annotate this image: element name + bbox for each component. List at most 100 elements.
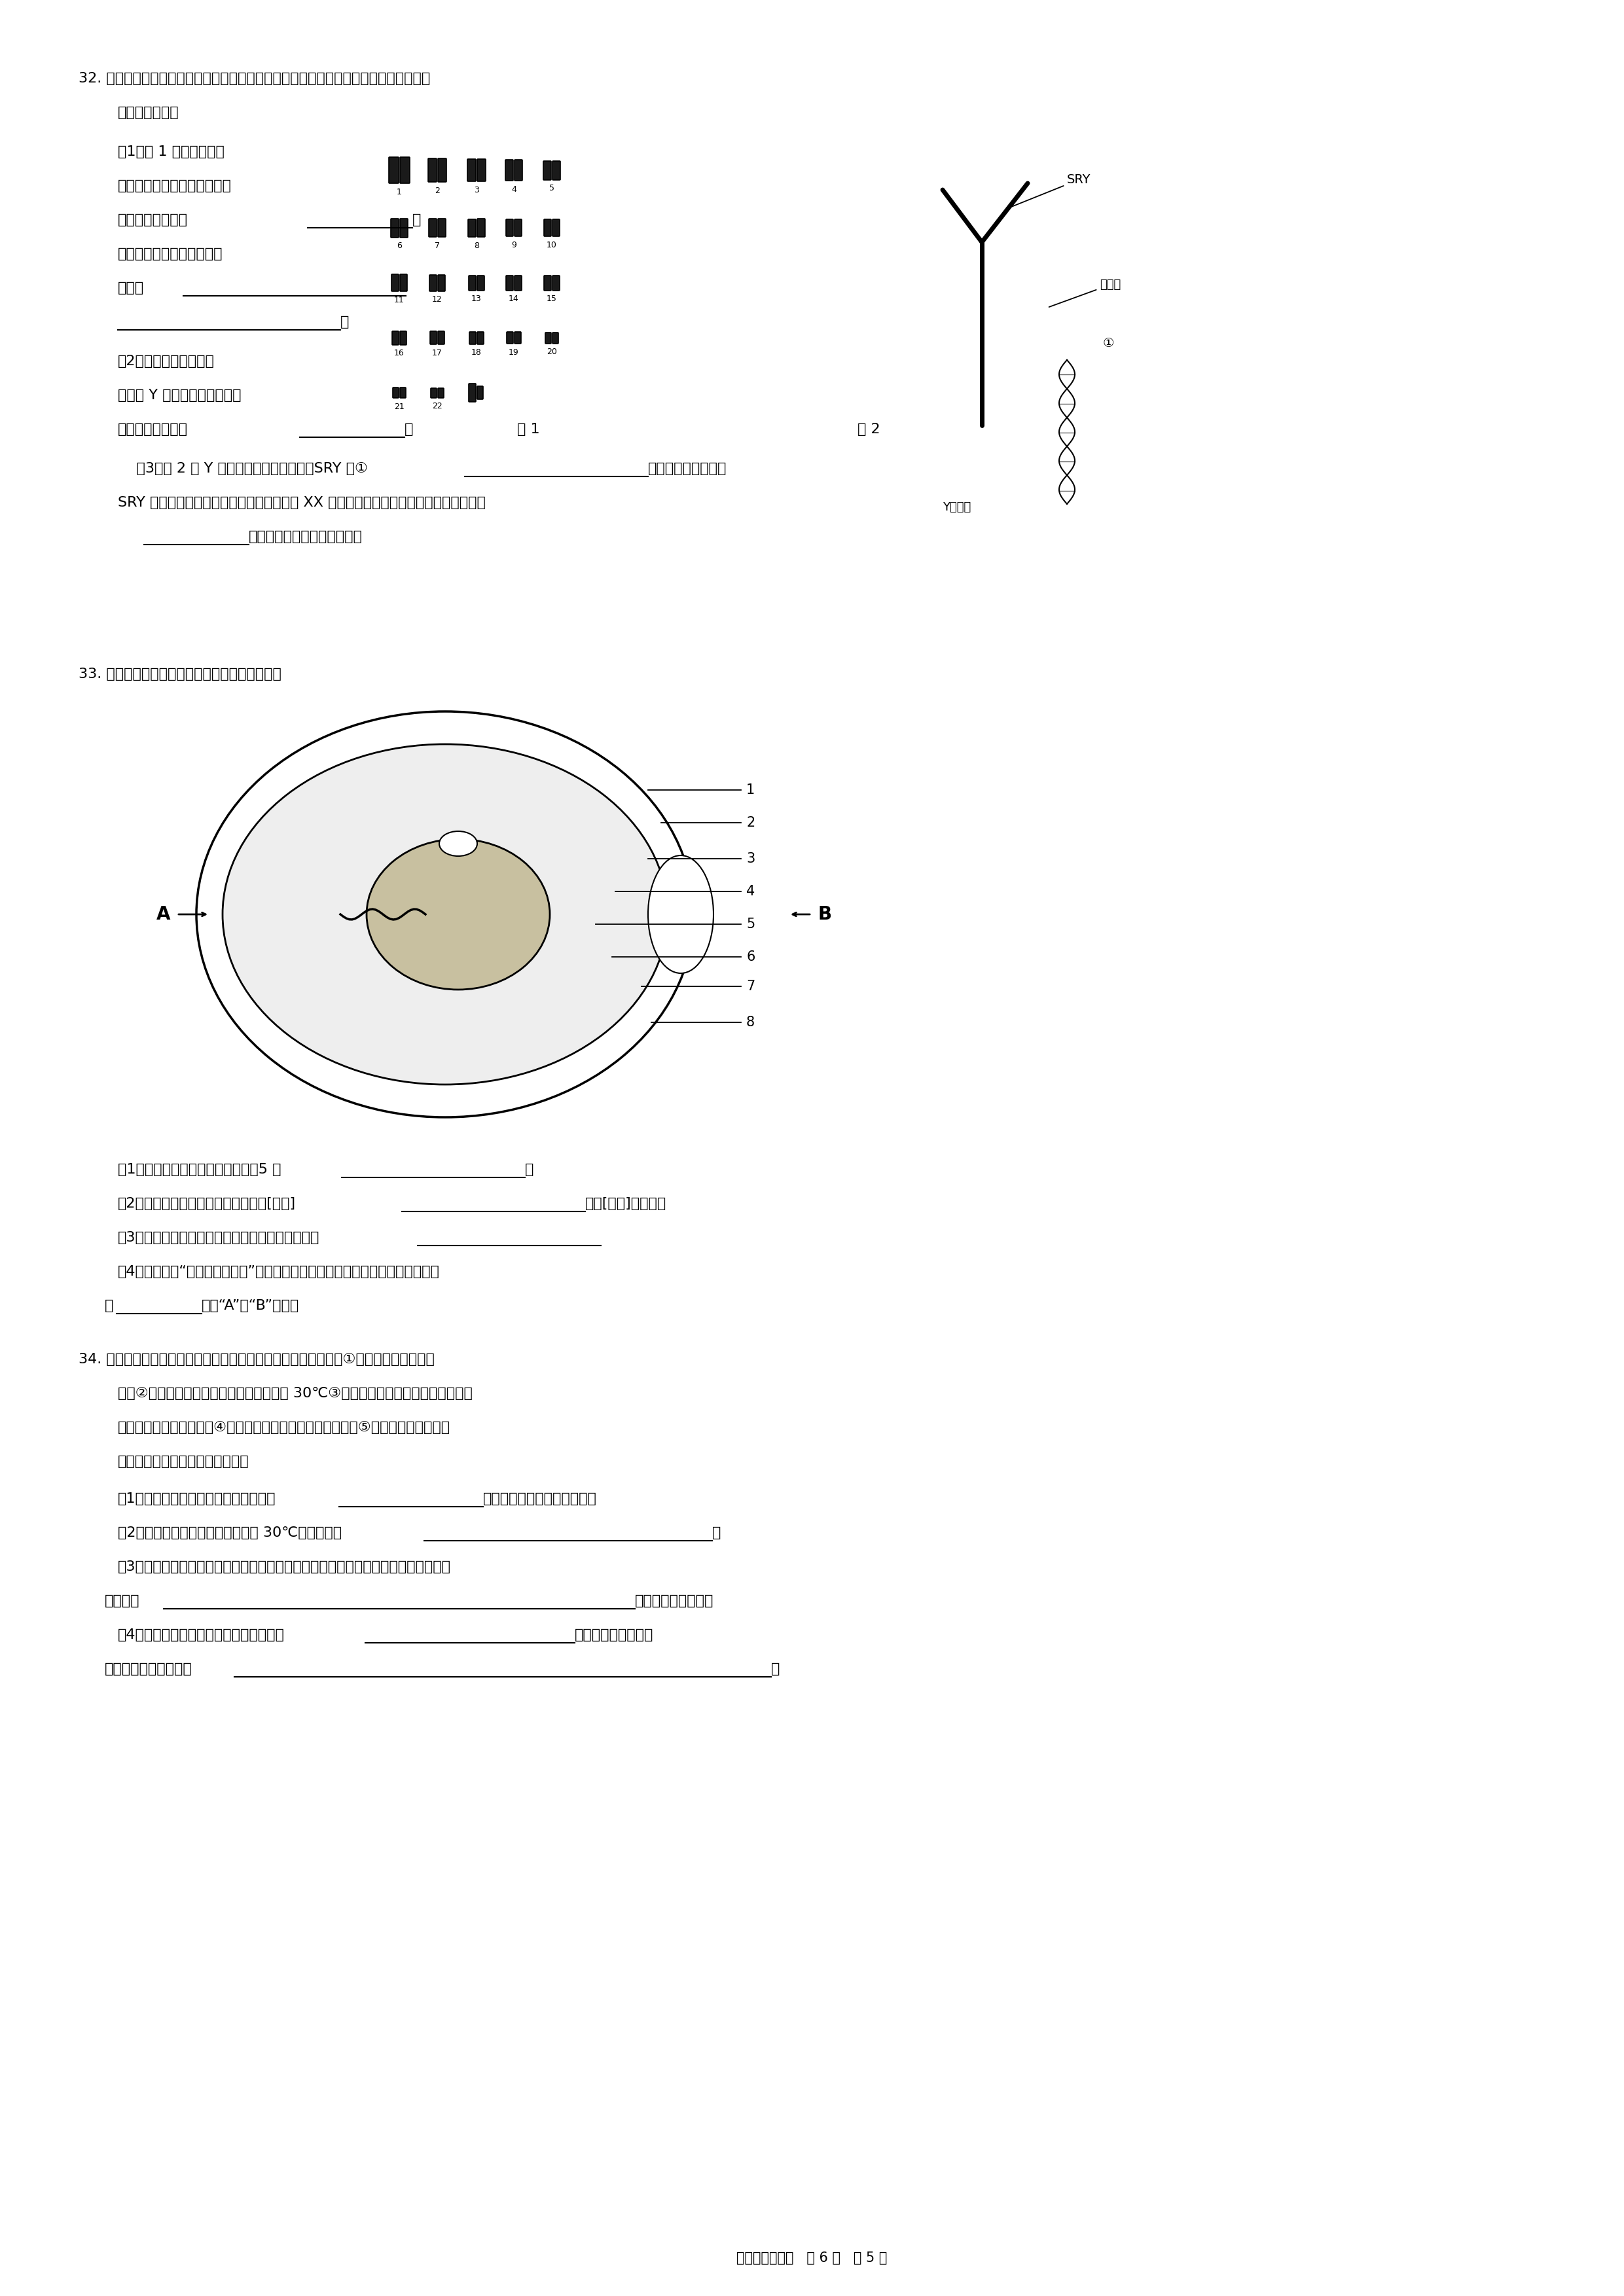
FancyBboxPatch shape [515,161,523,181]
Text: 15: 15 [547,294,557,303]
FancyBboxPatch shape [400,331,406,344]
Text: 。（[　　]填序号）: 。（[ ]填序号） [585,1196,666,1210]
FancyBboxPatch shape [552,218,560,236]
Text: 蛋白质: 蛋白质 [1049,278,1121,308]
Text: 。: 。 [525,1164,534,1176]
Text: B: B [818,905,831,923]
FancyBboxPatch shape [507,333,513,344]
Text: 13: 13 [471,294,482,303]
FancyBboxPatch shape [438,276,445,292]
FancyBboxPatch shape [515,218,521,236]
Text: 14: 14 [508,294,520,303]
FancyBboxPatch shape [505,161,513,181]
Text: ，与病毒相比，在结: ，与病毒相比，在结 [575,1628,653,1642]
Text: 5: 5 [745,918,755,930]
Text: ①: ① [1103,338,1114,349]
FancyBboxPatch shape [477,218,486,236]
Text: 1: 1 [745,783,755,797]
Text: 8: 8 [745,1015,755,1029]
FancyBboxPatch shape [430,331,437,344]
Text: （2）鸟卵结构中，胚胎发育的部位是[　　]: （2）鸟卵结构中，胚胎发育的部位是[ ] [119,1196,296,1210]
Text: （3）图 2 为 Y 染色体及其组成示意图，SRY 是①: （3）图 2 为 Y 染色体及其组成示意图，SRY 是① [119,461,369,475]
FancyBboxPatch shape [393,388,398,397]
Text: 17: 17 [432,349,442,358]
Text: （以上容器、毛巾等均已被灿菌）: （以上容器、毛巾等均已被灿菌） [119,1456,248,1467]
FancyBboxPatch shape [430,388,437,397]
FancyBboxPatch shape [429,158,437,181]
Ellipse shape [222,744,667,1084]
FancyBboxPatch shape [438,218,445,236]
Text: A: A [156,905,171,923]
Text: 是: 是 [104,1300,114,1313]
FancyBboxPatch shape [438,158,447,181]
Text: 的组成: 的组成 [119,282,145,294]
Text: 。: 。 [771,1662,780,1676]
FancyBboxPatch shape [552,333,559,344]
Text: 的体细胞染色体排序图，由图: 的体细胞染色体排序图，由图 [119,179,232,193]
FancyBboxPatch shape [477,276,484,292]
FancyBboxPatch shape [552,161,560,179]
Text: 是决定睾丸形成的重要基因。: 是决定睾丸形成的重要基因。 [248,530,362,544]
Text: 33. 如图为鸟卵结构的示意图，请据图回答问题。: 33. 如图为鸟卵结构的示意图，请据图回答问题。 [78,668,281,680]
Text: 7: 7 [745,980,755,992]
Text: 18: 18 [471,349,482,356]
FancyBboxPatch shape [552,276,560,292]
Text: 产生含 Y 染色体的精子在所有: 产生含 Y 染色体的精子在所有 [119,388,242,402]
FancyBboxPatch shape [469,333,476,344]
Text: （填“A”或“B”）端。: （填“A”或“B”）端。 [201,1300,299,1313]
Text: ，: ， [412,214,421,227]
Text: 6: 6 [745,951,755,964]
Text: 12: 12 [432,296,442,303]
FancyBboxPatch shape [438,388,443,397]
FancyBboxPatch shape [400,273,408,292]
Text: 。: 。 [341,315,349,328]
Text: 16: 16 [395,349,404,358]
Ellipse shape [367,838,551,990]
Text: 22: 22 [432,402,442,411]
FancyBboxPatch shape [544,161,551,179]
FancyBboxPatch shape [515,276,521,292]
Text: 2: 2 [435,186,440,195]
FancyBboxPatch shape [469,276,476,292]
Text: （3）一个卵细胞由图中哪些结构构成？（填序号）: （3）一个卵细胞由图中哪些结构构成？（填序号） [119,1231,320,1244]
Text: 5: 5 [549,184,554,193]
FancyBboxPatch shape [391,218,398,236]
Text: 19: 19 [508,349,520,356]
Text: 6: 6 [396,241,401,250]
FancyBboxPatch shape [477,333,484,344]
FancyBboxPatch shape [400,156,409,184]
FancyBboxPatch shape [515,333,521,344]
Text: 7: 7 [435,241,440,250]
Text: （1）请写出图中序号代表的结构：5 为: （1）请写出图中序号代表的结构：5 为 [119,1164,281,1176]
Text: SRY: SRY [1007,174,1091,209]
Text: 上的片段。科学家将: 上的片段。科学家将 [648,461,728,475]
FancyBboxPatch shape [469,383,476,402]
Text: （4）制作米酒的过程中用到的菌种主要是: （4）制作米酒的过程中用到的菌种主要是 [119,1628,284,1642]
Text: 1: 1 [396,188,401,197]
Text: 4: 4 [512,186,516,193]
FancyBboxPatch shape [477,386,482,400]
Text: 图 2: 图 2 [857,422,880,436]
Text: 拌匀②用凉开水将糯米饭冲淋一次，冷却到 30℃③将糯米饭放入容器中盖好，用毛巾: 拌匀②用凉开水将糯米饭冲淋一次，冷却到 30℃③将糯米饭放入容器中盖好，用毛巾 [119,1387,473,1401]
FancyBboxPatch shape [429,276,437,292]
Text: 。: 。 [404,422,412,436]
FancyBboxPatch shape [544,218,551,236]
Text: 32. 随着研究的深入，关于人类的性别决定、第二性征的差异等问题，正逐步被揭示。请: 32. 随着研究的深入，关于人类的性别决定、第二性征的差异等问题，正逐步被揭示。… [78,71,430,85]
Text: 21: 21 [395,402,404,411]
Text: 2: 2 [745,815,755,829]
Text: 构方面最明显的特征是: 构方面最明显的特征是 [104,1662,192,1676]
Text: 回答下列问题：: 回答下列问题： [119,106,179,119]
Text: 原因是：: 原因是： [104,1593,140,1607]
Text: （写出一条即可）。: （写出一条即可）。 [635,1593,713,1607]
Text: （4）我们在做“观察鸟卵的结构”这个实验时，首先用镊子轻轻敲打出裂纹的部位: （4）我们在做“观察鸟卵的结构”这个实验时，首先用镊子轻轻敲打出裂纹的部位 [119,1265,440,1279]
FancyBboxPatch shape [477,158,486,181]
FancyBboxPatch shape [388,156,398,184]
Text: 图 1: 图 1 [516,422,539,436]
FancyBboxPatch shape [507,276,513,292]
FancyBboxPatch shape [546,333,551,344]
Text: （1）图 1 是一个正常人: （1）图 1 是一个正常人 [119,145,224,158]
Text: 3: 3 [745,852,755,866]
Text: （1）请写出制作米酒工序的正确步骤：: （1）请写出制作米酒工序的正确步骤： [119,1492,276,1506]
Text: SRY 注射到小鼠受精卵细胞核中，发现含有 XX 染色体的小鼠却发育出了睾丸，由此证明: SRY 注射到小鼠受精卵细胞核中，发现含有 XX 染色体的小鼠却发育出了睾丸，由… [119,496,486,510]
FancyBboxPatch shape [544,276,551,292]
